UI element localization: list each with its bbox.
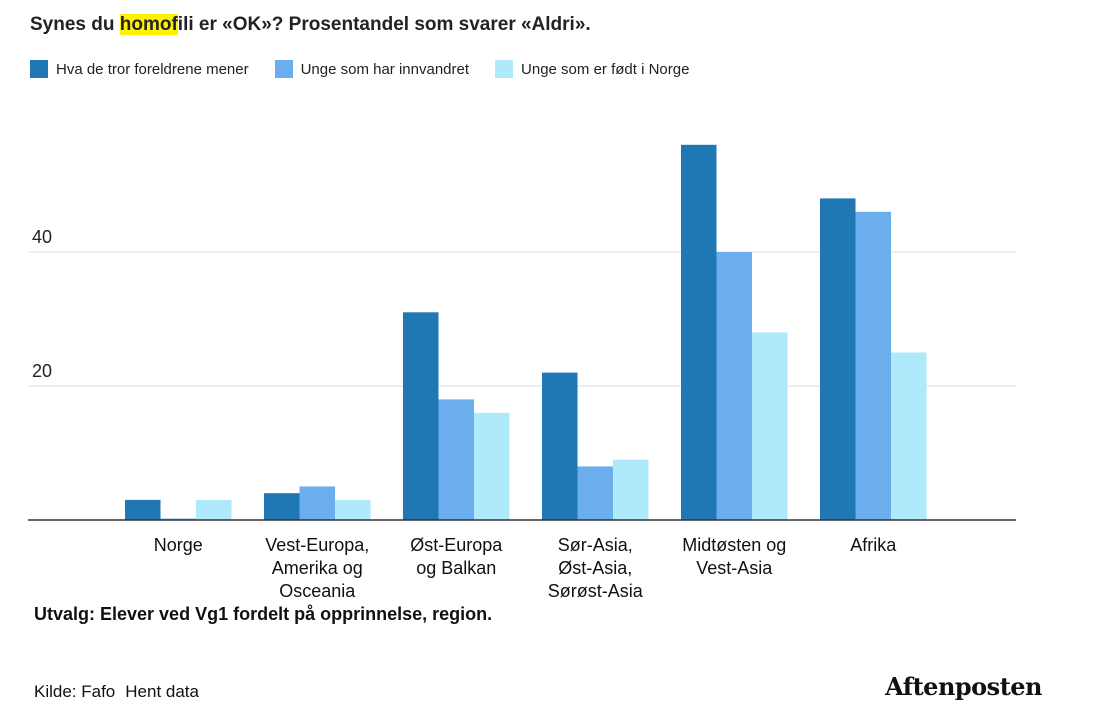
bar-series-1-cat-5 — [681, 144, 717, 521]
x-tick-label-line: Midtøsten og — [682, 535, 786, 555]
legend: Hva de tror foreldrene mener Unge som ha… — [30, 60, 689, 78]
x-tick-label-line: og Balkan — [416, 558, 496, 578]
chart-title: Synes du homofili er «OK»? Prosentandel … — [30, 14, 591, 36]
legend-label-series-1: Hva de tror foreldrene mener — [56, 60, 249, 78]
x-tick-label-line: Øst-Asia, — [558, 558, 632, 578]
x-tick-label-1: Norge — [154, 535, 203, 555]
x-tick-label-2: Vest-Europa, Amerika og Osceania — [265, 535, 369, 601]
bar-series-1-cat-3 — [403, 312, 439, 520]
y-tick-label-20: 20 — [32, 361, 52, 381]
x-tick-label-4: Sør-Asia, Øst-Asia, Sørøst-Asia — [548, 535, 644, 601]
legend-item-series-3[interactable]: Unge som er født i Norge — [495, 60, 689, 78]
x-tick-label-line: Sørøst-Asia — [548, 581, 644, 601]
x-tick-label-line: Vest-Asia — [696, 558, 773, 578]
bar-series-3-cat-1 — [196, 499, 232, 520]
download-data-link[interactable]: Hent data — [125, 682, 199, 701]
bar-series-1-cat-4 — [542, 372, 578, 520]
x-tick-label-line: Afrika — [850, 535, 897, 555]
bar-series-1-cat-1 — [125, 499, 161, 520]
aftenposten-logo: Aftenposten — [885, 672, 1042, 701]
x-tick-label-5: Midtøsten og Vest-Asia — [682, 535, 786, 578]
x-tick-label-line: Norge — [154, 535, 203, 555]
source-line: Kilde: Fafo Hent data — [34, 682, 199, 702]
x-tick-label-line: Osceania — [279, 581, 356, 601]
bar-series-1-cat-2 — [264, 493, 300, 520]
bar-series-2-cat-5 — [716, 252, 752, 520]
legend-swatch-series-3 — [495, 60, 514, 78]
bar-series-2-cat-3 — [438, 399, 474, 520]
legend-swatch-series-2 — [274, 60, 293, 78]
legend-item-series-2[interactable]: Unge som har innvandret — [274, 60, 470, 78]
x-tick-label-line: Sør-Asia, — [558, 535, 633, 555]
bar-series-3-cat-4 — [613, 459, 649, 520]
bar-series-2-cat-4 — [577, 466, 613, 520]
x-tick-label-3: Øst-Europa og Balkan — [410, 535, 503, 578]
x-tick-label-line: Øst-Europa — [410, 535, 503, 555]
legend-swatch-series-1 — [30, 60, 48, 78]
legend-item-series-1[interactable]: Hva de tror foreldrene mener — [30, 60, 249, 78]
x-tick-label-6: Afrika — [850, 535, 897, 555]
bar-series-2-cat-2 — [299, 486, 335, 520]
chart-subtitle: Utvalg: Elever ved Vg1 fordelt på opprin… — [34, 604, 493, 624]
bar-series-3-cat-3 — [474, 412, 510, 520]
x-tick-label-line: Amerika og — [272, 558, 363, 578]
bar-series-3-cat-2 — [335, 499, 371, 520]
y-tick-label-40: 40 — [32, 227, 52, 247]
bar-series-3-cat-5 — [752, 332, 788, 520]
title-pre: Synes du — [30, 14, 120, 35]
x-tick-label-line: Vest-Europa, — [265, 535, 369, 555]
bar-series-1-cat-6 — [820, 198, 856, 520]
title-post: ili er «OK»? Prosentandel som svarer «Al… — [177, 14, 591, 35]
source-label: Kilde: Fafo — [34, 682, 116, 701]
bar-series-3-cat-6 — [891, 352, 927, 520]
legend-label-series-2: Unge som har innvandret — [300, 60, 470, 78]
bar-series-2-cat-6 — [855, 211, 891, 521]
legend-label-series-3: Unge som er født i Norge — [521, 60, 690, 78]
title-highlight: homof — [119, 14, 178, 35]
